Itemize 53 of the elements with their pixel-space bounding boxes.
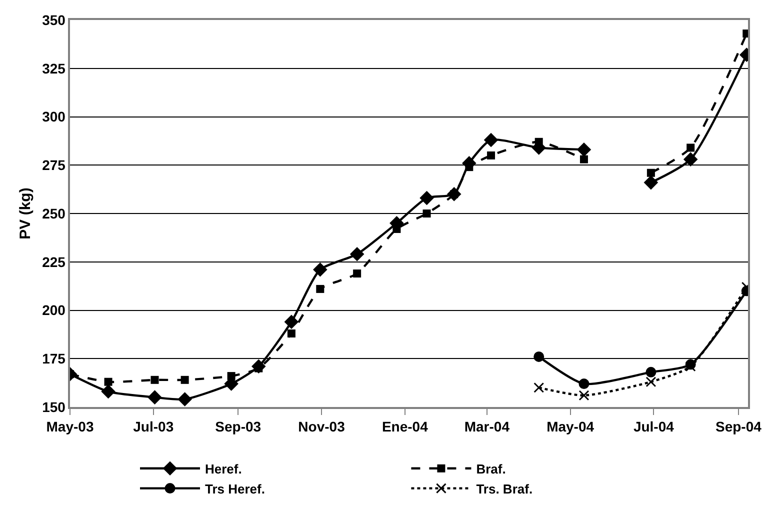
point <box>646 376 656 388</box>
point <box>150 376 159 384</box>
x-tick-label: Sep-04 <box>715 418 762 435</box>
y-axis-title: PV (kg) <box>16 188 34 240</box>
point <box>578 390 590 401</box>
y-tick-label: 200 <box>42 302 66 318</box>
point <box>287 329 296 338</box>
point <box>178 392 192 406</box>
y-tick-label: 175 <box>42 350 66 367</box>
x-tick-label: May-04 <box>546 418 594 435</box>
point <box>686 144 695 152</box>
legend-label: Braf. <box>476 461 506 476</box>
point <box>487 151 496 160</box>
x-tick-label: May-03 <box>46 418 94 435</box>
point <box>350 246 364 262</box>
point <box>420 190 434 206</box>
point <box>646 366 656 378</box>
x-tick-label: Sep-03 <box>215 418 262 435</box>
point <box>534 382 544 393</box>
x-tick-label: Ene-04 <box>382 418 428 435</box>
point <box>148 390 162 404</box>
x-tick-label: Jul-03 <box>133 418 174 435</box>
y-tick-label: 250 <box>42 205 66 222</box>
y-tick-label: 300 <box>42 108 66 125</box>
legend-label: Heref. <box>205 461 242 476</box>
point <box>646 168 655 177</box>
y-tick-label: 150 <box>42 398 66 415</box>
legend-label: Trs Heref. <box>205 481 265 496</box>
point <box>316 284 324 293</box>
point <box>227 372 236 380</box>
point <box>580 155 588 164</box>
y-tick-label: 350 <box>42 12 66 28</box>
point <box>534 351 544 362</box>
point <box>576 142 592 157</box>
point <box>284 314 299 330</box>
point <box>578 378 590 390</box>
legend-label: Trs. Braf. <box>476 481 533 496</box>
point <box>313 262 328 277</box>
y-tick-label: 325 <box>42 60 66 76</box>
point <box>353 269 362 278</box>
point <box>484 132 498 148</box>
x-tick-label: Jul-04 <box>633 418 674 435</box>
point <box>534 138 543 146</box>
x-tick-label: Mar-04 <box>464 418 510 435</box>
y-tick-label: 275 <box>42 157 66 174</box>
y-tick-label: 225 <box>42 254 66 270</box>
point <box>422 210 431 218</box>
point <box>180 376 189 384</box>
point <box>101 384 116 399</box>
point <box>104 378 112 386</box>
x-tick-label: Nov-03 <box>298 418 346 435</box>
point <box>683 152 698 166</box>
point <box>644 175 658 190</box>
